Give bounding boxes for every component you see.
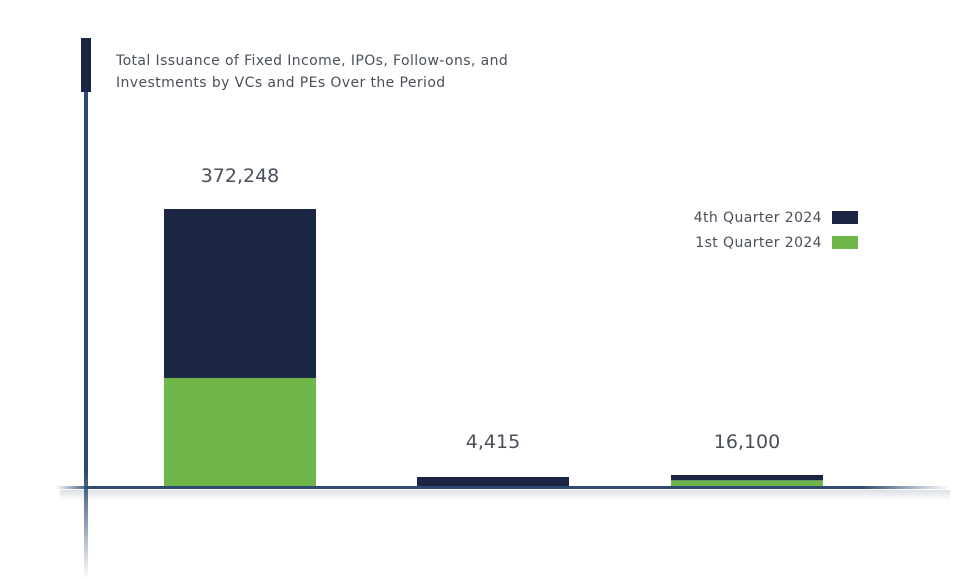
total-label-0: 372,248 [201,165,280,187]
legend-item-q1: 1st Quarter 2024 [694,230,858,255]
bar-q4-0 [164,209,316,378]
title-accent-bar [81,38,91,92]
bar-q1-2 [671,480,823,487]
bars-group [164,209,823,487]
total-label-1: 4,415 [466,431,520,453]
axis-shadow [60,490,950,500]
x-axis-line [55,486,950,489]
bar-q4-2 [671,474,823,481]
value-labels-group: 372,248 4,415 16,100 [201,165,781,453]
bar-q1-0 [164,377,316,487]
chart-title: Total Issuance of Fixed Income, IPOs, Fo… [116,53,509,91]
legend-swatch-q1 [832,236,858,249]
legend-label-q1: 1st Quarter 2024 [695,234,822,251]
total-label-2: 16,100 [714,431,780,453]
bar-q4-1 [417,477,569,487]
y-axis-line [84,92,88,579]
legend-label-q4: 4th Quarter 2024 [693,209,822,226]
legend-swatch-q4 [832,211,858,224]
legend-item-q4: 4th Quarter 2024 [694,205,858,230]
legend: 4th Quarter 2024 1st Quarter 2024 [694,205,858,255]
